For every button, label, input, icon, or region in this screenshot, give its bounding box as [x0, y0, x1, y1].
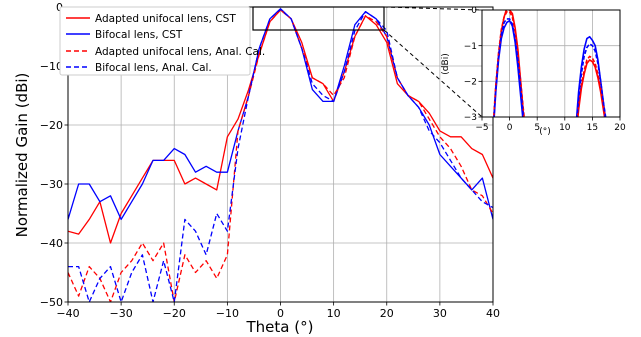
- main-x-tick-label: −20: [163, 307, 186, 320]
- main-series-line-3: [68, 8, 493, 302]
- main-y-ticks: 0 −10 −20 −30 −40 −50: [40, 1, 68, 309]
- main-x-axis-label: Theta (°): [246, 318, 314, 336]
- legend-label-adapted-anal: Adapted unifocal lens, Anal. Cal.: [95, 46, 265, 58]
- legend-box: [59, 6, 251, 76]
- inset-y-tick-label: 0: [471, 6, 477, 16]
- inset-y-tick-label: −3: [464, 113, 477, 123]
- inset-plot-area: [482, 10, 620, 117]
- main-x-tick-label: −40: [56, 307, 79, 320]
- main-x-ticks: −40 −30 −20 −10 0 10 20 30 40: [56, 302, 500, 320]
- main-x-tick-label: −10: [216, 307, 239, 320]
- inset-x-tick-label: 20: [614, 123, 626, 133]
- inset-x-tick-label: 10: [559, 123, 571, 133]
- main-y-tick-label: −10: [40, 60, 63, 73]
- main-x-tick-label: 20: [380, 307, 394, 320]
- main-x-tick-label: 10: [327, 307, 341, 320]
- inset-x-tick-label: 5: [534, 123, 540, 133]
- main-x-tick-label: 30: [433, 307, 447, 320]
- legend-label-bifocal-anal: Bifocal lens, Anal. Cal.: [95, 62, 212, 74]
- inset-y-ticks: 0 −1 −2 −3: [464, 6, 482, 123]
- inset-series-line-3: [493, 18, 607, 117]
- inset-x-tick-label: −5: [475, 123, 488, 133]
- legend-label-adapted-cst: Adapted unifocal lens, CST: [95, 13, 236, 25]
- main-x-tick-label: −30: [110, 307, 133, 320]
- inset-y-tick-label: −1: [464, 42, 477, 52]
- inset-x-axis-label: (°): [539, 127, 551, 137]
- inset-series-group: [492, 10, 607, 117]
- main-y-tick-label: −30: [40, 178, 63, 191]
- legend: Adapted unifocal lens, CST Bifocal lens,…: [59, 6, 265, 76]
- main-y-tick-label: 0: [56, 1, 63, 14]
- inset-y-axis-label: (dBi): [441, 53, 451, 74]
- inset-x-ticks: −5 0 5 10 15 20: [475, 117, 626, 133]
- zoom-connector-top: [383, 6, 483, 11]
- legend-label-bifocal-cst: Bifocal lens, CST: [95, 29, 183, 41]
- main-y-tick-label: −20: [40, 119, 63, 132]
- zoom-connector-bottom: [383, 29, 483, 118]
- main-x-tick-label: 0: [277, 307, 284, 320]
- inset-y-tick-label: −2: [464, 78, 477, 88]
- main-x-tick-label: 40: [486, 307, 500, 320]
- main-y-tick-label: −40: [40, 237, 63, 250]
- inset-plot-frame: [481, 9, 621, 118]
- inset-x-tick-label: 15: [587, 123, 598, 133]
- inset-x-tick-label: 0: [507, 123, 513, 133]
- main-series-group: [68, 8, 493, 302]
- zoom-region-box: [252, 6, 385, 31]
- main-y-axis-label: Normalized Gain (dBi): [13, 73, 31, 238]
- main-y-tick-label: −50: [40, 296, 63, 309]
